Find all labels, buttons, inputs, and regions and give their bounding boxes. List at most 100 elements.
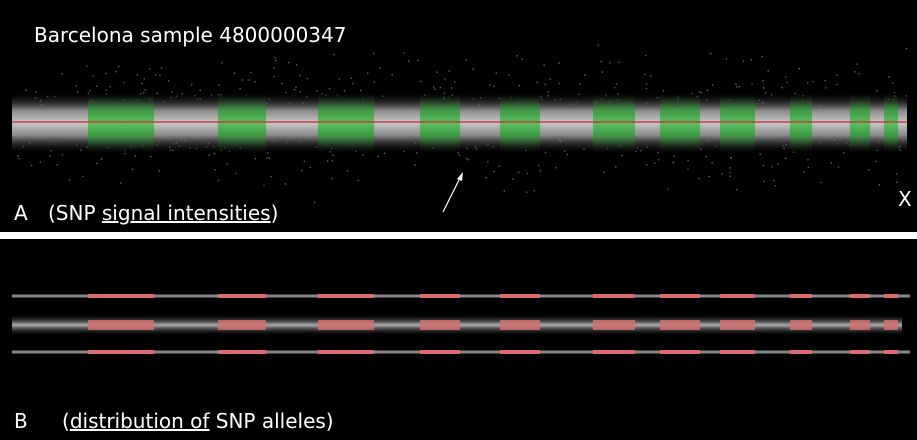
segment xyxy=(790,320,812,330)
noise-dot xyxy=(226,163,228,165)
noise-dot xyxy=(309,166,311,169)
noise-dot xyxy=(61,154,64,156)
noise-dot xyxy=(316,90,318,92)
noise-dot xyxy=(854,71,856,73)
noise-dot xyxy=(191,83,193,86)
noise-dot xyxy=(762,79,764,82)
noise-dot xyxy=(762,164,765,167)
noise-dot xyxy=(331,177,333,180)
noise-dot xyxy=(17,155,19,157)
noise-dot xyxy=(241,79,244,81)
noise-dot xyxy=(579,83,581,85)
segment xyxy=(884,92,898,154)
noise-dot xyxy=(439,86,441,89)
noise-dot xyxy=(343,90,346,92)
noise-dot xyxy=(786,81,788,84)
noise-dot xyxy=(705,155,707,158)
noise-dot xyxy=(433,86,435,88)
noise-dot xyxy=(235,172,237,175)
noise-dot xyxy=(391,73,393,76)
noise-dot xyxy=(876,90,878,92)
noise-dot xyxy=(134,155,136,157)
noise-dot xyxy=(555,167,557,169)
noise-dot xyxy=(544,83,546,86)
noise-dot xyxy=(56,164,58,166)
caption-part: distribution of xyxy=(70,409,211,433)
noise-dot xyxy=(784,76,787,78)
noise-dot xyxy=(673,155,675,157)
noise-dot xyxy=(136,74,139,76)
noise-dot xyxy=(367,72,369,74)
noise-dot xyxy=(837,166,840,168)
noise-dot xyxy=(313,201,316,203)
noise-dot xyxy=(650,75,652,77)
noise-dot xyxy=(644,73,646,75)
noise-dot xyxy=(281,82,283,85)
noise-dot xyxy=(730,156,732,159)
noise-dot xyxy=(350,77,352,79)
noise-dot xyxy=(160,67,163,69)
noise-dot xyxy=(658,159,660,161)
noise-dot xyxy=(558,82,561,85)
segment xyxy=(500,320,540,330)
noise-dot xyxy=(729,175,731,177)
noise-dot xyxy=(539,170,542,172)
sample-title: Barcelona sample 4800000347 xyxy=(34,23,346,47)
noise-dot xyxy=(299,91,302,93)
noise-dot xyxy=(489,84,491,86)
noise-dot xyxy=(303,160,306,163)
noise-dot xyxy=(86,65,88,67)
noise-dot xyxy=(159,74,161,77)
segment xyxy=(850,350,870,354)
segment xyxy=(88,92,154,154)
caption-part: SNP alleles) xyxy=(209,409,333,433)
noise-dot xyxy=(803,171,805,173)
noise-dot xyxy=(518,171,520,173)
noise-dot xyxy=(338,78,341,80)
noise-dot xyxy=(711,84,714,86)
noise-dot xyxy=(434,88,436,90)
noise-dot xyxy=(150,155,152,158)
noise-dot xyxy=(609,62,611,64)
noise-dot xyxy=(566,153,569,156)
noise-dot xyxy=(836,74,838,76)
noise-dot xyxy=(773,179,775,182)
noise-dot xyxy=(891,82,894,84)
noise-dot xyxy=(493,170,495,173)
chromosome-label: X xyxy=(898,187,912,211)
segment xyxy=(318,92,374,154)
noise-dot xyxy=(82,175,84,178)
noise-dot xyxy=(328,88,331,90)
panel-label: A xyxy=(14,201,28,225)
noise-dot xyxy=(875,160,877,163)
noise-dot xyxy=(360,89,362,92)
segment xyxy=(850,92,870,154)
noise-dot xyxy=(824,79,826,82)
noise-dot xyxy=(525,191,528,193)
noise-dot xyxy=(254,81,256,83)
noise-dot xyxy=(807,82,809,84)
noise-dot xyxy=(199,89,201,92)
noise-dot xyxy=(295,86,297,88)
noise-dot xyxy=(708,176,710,178)
noise-dot xyxy=(615,166,617,168)
noise-dot xyxy=(543,64,545,66)
noise-dot xyxy=(687,168,689,170)
panel-b-background xyxy=(0,239,917,440)
segment xyxy=(790,350,812,354)
noise-dot xyxy=(105,89,107,91)
noise-dot xyxy=(518,85,521,87)
noise-dot xyxy=(346,170,349,172)
segment xyxy=(500,350,540,354)
segment xyxy=(420,92,460,154)
noise-dot xyxy=(61,73,63,75)
caption-part: signal intensities xyxy=(102,201,271,225)
noise-dot xyxy=(618,61,620,64)
panel-caption: (SNP signal intensities) xyxy=(48,201,278,225)
noise-dot xyxy=(868,169,870,171)
noise-dot xyxy=(736,86,738,88)
noise-dot xyxy=(472,68,474,70)
noise-dot xyxy=(763,180,765,182)
segment xyxy=(884,350,898,354)
